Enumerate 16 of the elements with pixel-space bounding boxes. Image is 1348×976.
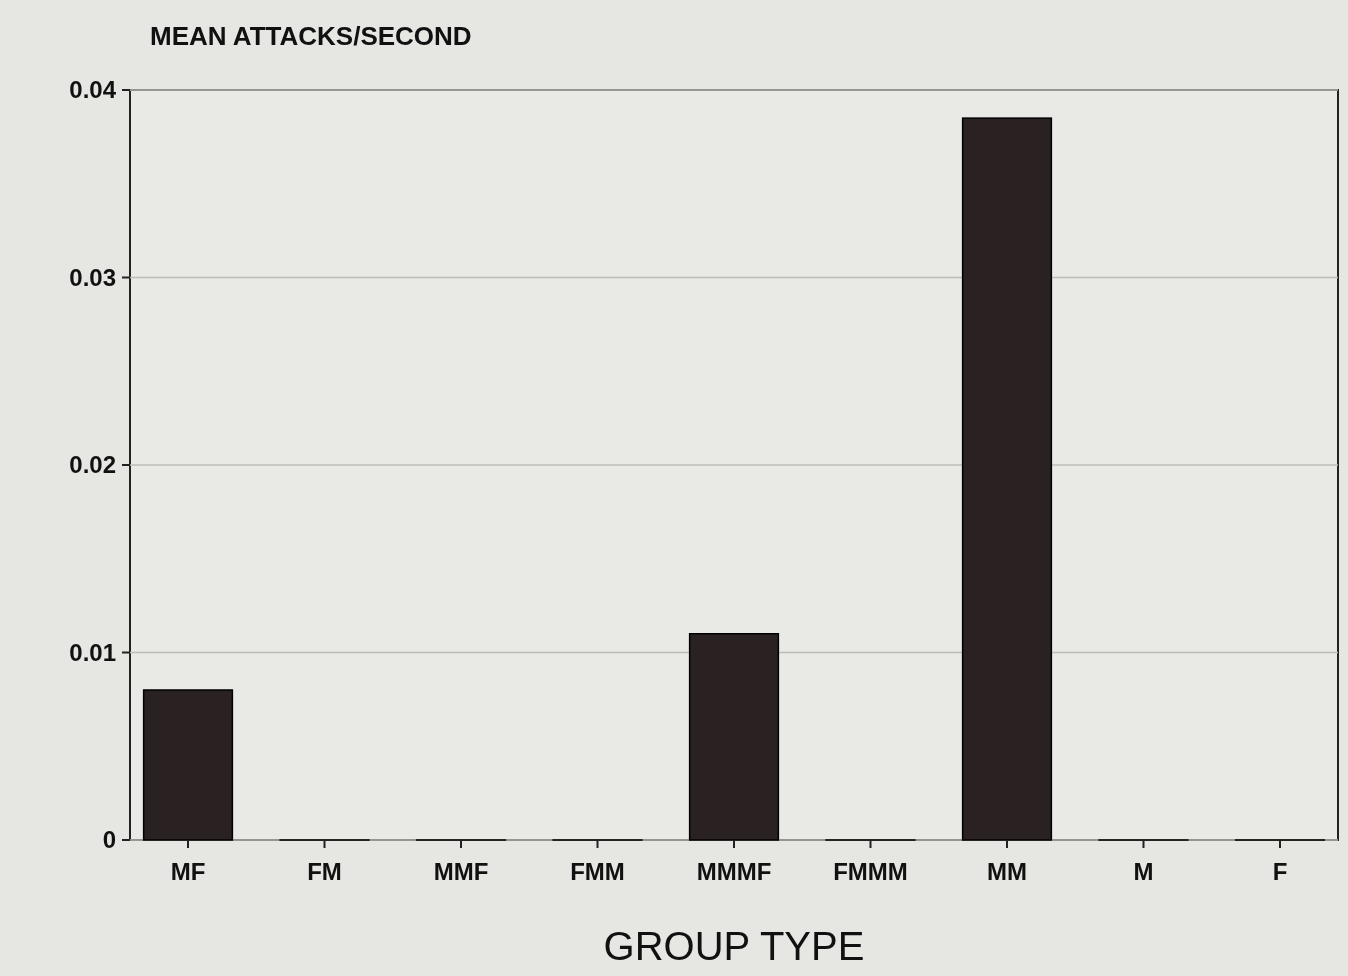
x-tick-label: FM	[307, 858, 342, 885]
x-tick-label: FMM	[570, 858, 625, 885]
y-tick-label: 0.01	[69, 638, 116, 666]
x-tick-label: MMMF	[696, 858, 772, 885]
x-tick-label: FMMM	[833, 858, 908, 885]
x-tick-label: F	[1272, 858, 1288, 885]
x-axis-title: GROUP TYPE	[603, 924, 865, 968]
x-tick-label: MMF	[433, 858, 489, 885]
y-axis-title: MEAN ATTACKS/SECOND	[150, 21, 472, 51]
x-tick-label: MF	[170, 858, 206, 885]
y-tick-label: 0.02	[69, 451, 116, 479]
y-tick-label: 0.03	[69, 263, 116, 291]
x-tick-label: MM	[987, 858, 1027, 885]
x-tick-label: M	[1133, 858, 1154, 885]
y-tick-label: 0.04	[69, 76, 117, 104]
y-tick-label: 0	[102, 826, 116, 854]
